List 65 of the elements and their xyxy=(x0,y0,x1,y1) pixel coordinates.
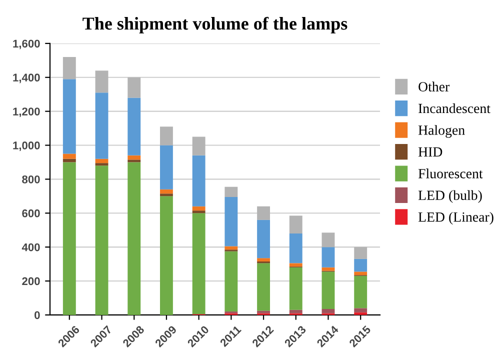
bar xyxy=(128,155,141,160)
bar xyxy=(354,272,368,276)
y-tick-label: 1,000 xyxy=(13,142,40,151)
bar xyxy=(289,267,302,310)
bar xyxy=(95,92,108,159)
bar xyxy=(257,258,270,262)
bar xyxy=(257,206,270,220)
bar xyxy=(192,206,206,211)
bar xyxy=(160,145,173,190)
bar xyxy=(289,233,302,264)
bar xyxy=(322,309,335,314)
bar xyxy=(224,246,238,250)
bar xyxy=(192,136,206,156)
bar xyxy=(95,166,108,315)
y-tick-label: 800 xyxy=(22,175,40,184)
bar xyxy=(160,194,173,196)
bar xyxy=(354,258,368,272)
bar xyxy=(95,163,108,166)
y-tick-label: 400 xyxy=(22,243,40,252)
bar xyxy=(62,154,76,159)
legend-label: Halogen xyxy=(418,125,465,138)
legend-label: Fluorescent xyxy=(418,168,483,178)
chart-title: The shipment volume of the lamps xyxy=(82,16,348,34)
bar xyxy=(322,267,335,271)
bar xyxy=(257,263,270,311)
bar xyxy=(62,57,76,80)
bar xyxy=(354,276,368,308)
bar xyxy=(128,77,141,98)
bar xyxy=(160,126,173,146)
bar xyxy=(224,197,238,246)
bar xyxy=(95,70,108,93)
bar xyxy=(62,162,76,315)
bar xyxy=(354,308,368,312)
bar xyxy=(192,155,206,206)
bar xyxy=(354,312,368,315)
bar xyxy=(160,189,173,194)
legend-label: Other xyxy=(418,82,450,92)
bar xyxy=(289,263,302,267)
bar xyxy=(289,216,302,234)
y-tick-label: 200 xyxy=(22,277,40,286)
bar xyxy=(160,196,173,315)
bar xyxy=(224,186,238,198)
bar xyxy=(95,158,108,164)
bar xyxy=(322,272,335,309)
y-tick-label: 600 xyxy=(22,209,40,218)
bar xyxy=(128,162,141,315)
y-tick-label: 1,400 xyxy=(13,74,40,84)
bar xyxy=(128,98,141,156)
bar xyxy=(62,79,76,154)
legend-label: Incandescent xyxy=(418,103,490,114)
bar xyxy=(322,247,335,268)
bar xyxy=(257,310,270,314)
bar xyxy=(224,251,238,312)
legend-label: HID xyxy=(418,147,442,157)
bar xyxy=(192,213,206,314)
bar xyxy=(192,210,206,214)
y-tick-label: 0 xyxy=(34,311,40,320)
bar xyxy=(128,160,141,162)
bar xyxy=(257,220,270,258)
legend-label: LED (bulb) xyxy=(418,190,482,203)
y-tick-label: 1,600 xyxy=(13,40,40,50)
y-tick-label: 1,200 xyxy=(13,108,40,118)
bar xyxy=(354,247,368,259)
bar xyxy=(322,232,335,248)
legend-label: LED (Linear) xyxy=(418,212,494,225)
